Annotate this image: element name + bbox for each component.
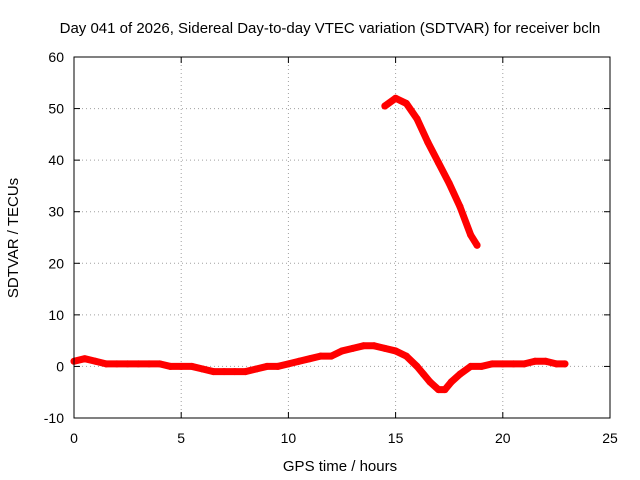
data-point (381, 344, 389, 352)
data-point (327, 352, 335, 360)
data-point (426, 378, 434, 386)
data-point (220, 368, 228, 376)
data-point (552, 360, 560, 368)
data-point (456, 370, 464, 378)
data-point (499, 360, 507, 368)
data-point (145, 360, 153, 368)
data-point (392, 94, 400, 102)
data-point (510, 360, 518, 368)
y-tick-label: 10 (48, 307, 64, 323)
x-tick-label: 15 (388, 430, 404, 446)
data-point (188, 362, 196, 370)
data-point (434, 386, 442, 394)
data-point (488, 360, 496, 368)
y-tick-label: 30 (48, 204, 64, 220)
x-tick-label: 0 (70, 430, 78, 446)
series-2 (381, 94, 481, 249)
data-point (231, 368, 239, 376)
data-point (370, 342, 378, 350)
x-tick-label: 25 (602, 430, 618, 446)
x-tick-label: 20 (495, 430, 511, 446)
y-axis-label: SDTVAR / TECUs (5, 178, 22, 298)
data-point (413, 115, 421, 123)
data-point (402, 352, 410, 360)
grid (74, 57, 610, 418)
data-point (473, 241, 481, 249)
series-trace (70, 342, 569, 394)
data-point (402, 99, 410, 107)
plot-frame (73, 56, 611, 419)
data-point (419, 370, 427, 378)
y-tick-label: 20 (48, 255, 64, 271)
data-point (424, 138, 432, 146)
x-axis-label: GPS time / hours (283, 458, 397, 475)
chart-title: Day 041 of 2026, Sidereal Day-to-day VTE… (60, 20, 601, 37)
data-point (102, 360, 110, 368)
data-point (81, 355, 89, 363)
data-point (199, 365, 207, 373)
data-point (317, 352, 325, 360)
y-tick-label: -10 (44, 410, 64, 426)
data-point (445, 179, 453, 187)
data-point (413, 362, 421, 370)
data-point (467, 362, 475, 370)
y-tick-label: 0 (56, 358, 64, 374)
data-series (70, 94, 569, 394)
data-point (531, 357, 539, 365)
y-tick-label: 50 (48, 101, 64, 117)
data-point (561, 360, 569, 368)
data-point (177, 362, 185, 370)
data-point (113, 360, 121, 368)
data-point (91, 357, 99, 365)
data-point (124, 360, 132, 368)
data-point (306, 355, 314, 363)
data-point (467, 231, 475, 239)
y-tick-label: 60 (48, 49, 64, 65)
data-point (242, 368, 250, 376)
series-1 (70, 342, 569, 394)
x-tick-label: 5 (177, 430, 185, 446)
data-point (456, 203, 464, 211)
data-point (520, 360, 528, 368)
data-point (381, 102, 389, 110)
data-point (392, 347, 400, 355)
tick-labels: 0 5 10 15 20 25 -10 0 10 20 30 40 50 60 (44, 49, 618, 446)
x-tick-label: 10 (281, 430, 297, 446)
data-point (274, 362, 282, 370)
data-point (359, 342, 367, 350)
data-point (209, 368, 217, 376)
data-point (477, 362, 485, 370)
data-point (349, 344, 357, 352)
data-point (441, 386, 449, 394)
data-point (338, 347, 346, 355)
data-point (434, 159, 442, 167)
data-point (263, 362, 271, 370)
data-point (284, 360, 292, 368)
series-trace (381, 94, 481, 249)
data-point (447, 378, 455, 386)
data-point (134, 360, 142, 368)
data-point (166, 362, 174, 370)
data-point (542, 357, 550, 365)
data-point (252, 365, 260, 373)
y-tick-label: 40 (48, 152, 64, 168)
data-point (295, 357, 303, 365)
data-point (156, 360, 164, 368)
